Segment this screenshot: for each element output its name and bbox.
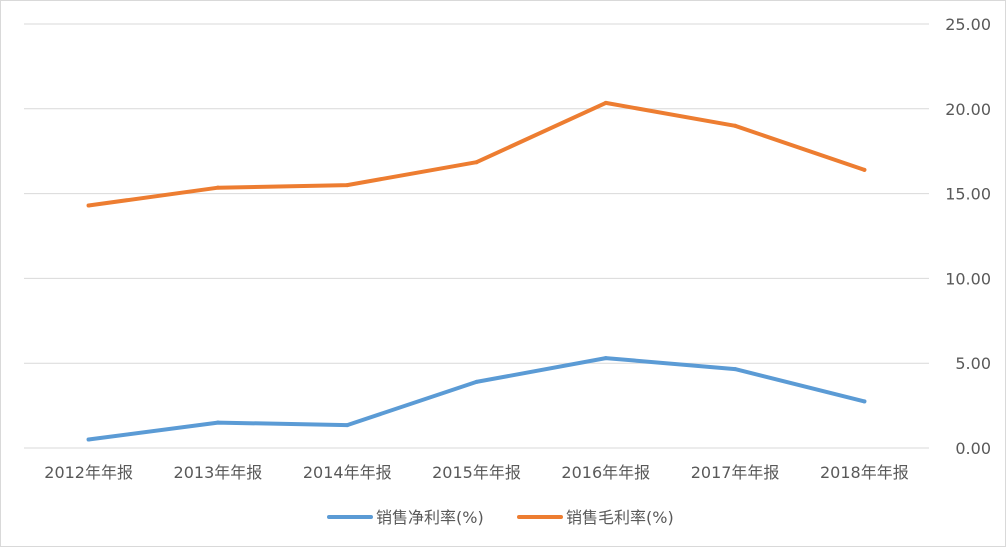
data-point <box>345 423 350 428</box>
data-point <box>603 356 608 361</box>
data-point <box>86 203 91 208</box>
data-point <box>215 185 220 190</box>
y-tick-label: 25.00 <box>945 15 991 34</box>
y-tick-label: 15.00 <box>945 185 991 204</box>
data-point <box>862 167 867 172</box>
x-tick-label: 2015年年报 <box>432 463 521 482</box>
data-point <box>86 437 91 442</box>
y-tick-label: 10.00 <box>945 269 991 288</box>
y-tick-label: 0.00 <box>955 439 991 458</box>
x-tick-label: 2018年年报 <box>820 463 909 482</box>
y-tick-label: 5.00 <box>955 354 991 373</box>
x-tick-label: 2012年年报 <box>44 463 133 482</box>
data-point <box>345 183 350 188</box>
series-lines <box>86 100 867 442</box>
x-tick-label: 2014年年报 <box>303 463 392 482</box>
x-axis-tick-labels: 2012年年报 2013年年报 2014年年报 2015年年报 2016年年报 2017年… <box>44 463 908 482</box>
data-point <box>733 123 738 128</box>
x-tick-label: 2017年年报 <box>691 463 780 482</box>
legend-label: 销售毛利率(%) <box>566 508 674 527</box>
series-line-1 <box>86 100 867 208</box>
data-point <box>474 379 479 384</box>
data-point <box>215 420 220 425</box>
y-axis-tick-labels: 0.00 5.00 10.00 15.00 20.00 25.00 <box>945 15 991 458</box>
data-point <box>733 367 738 372</box>
x-tick-label: 2016年年报 <box>561 463 650 482</box>
legend: 销售净利率(%) 销售毛利率(%) <box>327 508 674 527</box>
y-tick-label: 20.00 <box>945 100 991 119</box>
data-point <box>603 100 608 105</box>
series-line-0 <box>86 356 867 442</box>
x-tick-label: 2013年年报 <box>174 463 263 482</box>
legend-label: 销售净利率(%) <box>376 508 484 527</box>
data-point <box>862 399 867 404</box>
data-point <box>474 160 479 165</box>
